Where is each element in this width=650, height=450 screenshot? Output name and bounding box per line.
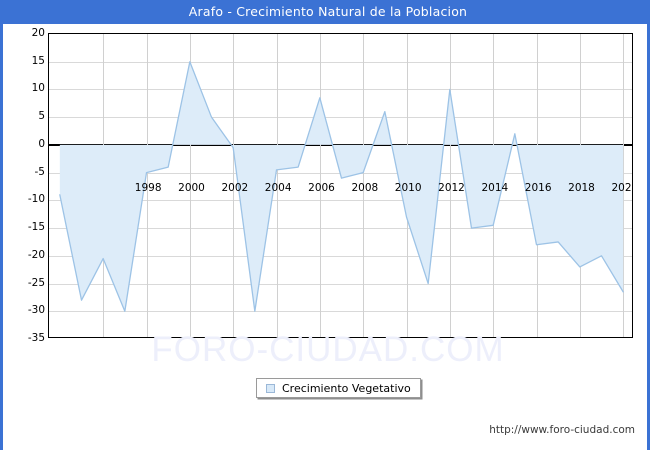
gridline-vertical	[146, 34, 148, 337]
y-axis-tick-label: -10	[27, 193, 45, 206]
gridline-horizontal	[49, 61, 632, 63]
y-axis-tick-label: -30	[27, 304, 45, 317]
source-url: http://www.foro-ciudad.com	[489, 424, 635, 436]
gridline-horizontal	[49, 117, 632, 119]
y-axis-tick-label: -5	[34, 165, 45, 178]
series-crecimiento-vegetativo	[59, 61, 624, 312]
gridline-vertical	[233, 34, 235, 337]
gridline-vertical	[449, 34, 451, 337]
y-axis-labels: 20 15 10 5 0 -5 -10 -15 -20 -25 -30 -35	[3, 28, 45, 344]
y-axis-tick-label: -35	[27, 332, 45, 344]
y-axis-tick-label: -20	[27, 248, 45, 261]
gridline-vertical	[189, 34, 191, 337]
page-title: Arafo - Crecimiento Natural de la Poblac…	[3, 0, 650, 24]
gridline-horizontal	[49, 283, 632, 285]
y-axis-tick-label: 20	[31, 27, 45, 39]
gridline-horizontal	[49, 200, 632, 202]
area-fill	[59, 61, 624, 312]
plot-area: 1998 2000 2002 2004 2006 2008 2010 2012 2014 2016…	[48, 33, 633, 338]
gridline-vertical	[623, 34, 625, 337]
gridline-horizontal	[49, 311, 632, 313]
gridline-horizontal	[49, 255, 632, 257]
zero-axis-line	[49, 144, 632, 146]
y-axis-tick-label: 10	[31, 82, 45, 95]
gridline-vertical	[319, 34, 321, 337]
gridline-vertical	[276, 34, 278, 337]
gridline-horizontal	[49, 228, 632, 230]
y-axis-tick-label: -15	[27, 221, 45, 234]
legend-label: Crecimiento Vegetativo	[282, 381, 411, 395]
area-line	[59, 61, 624, 312]
y-axis-tick-label: -25	[27, 276, 45, 289]
gridline-horizontal	[49, 89, 632, 91]
y-axis-tick-label: 5	[38, 110, 45, 123]
chart-legend: Crecimiento Vegetativo	[256, 378, 421, 398]
y-axis-tick-label: 0	[38, 137, 45, 150]
legend-swatch-icon	[266, 383, 275, 393]
gridline-vertical	[363, 34, 365, 337]
watermark: FORO-CIUDAD.COM	[151, 330, 505, 369]
y-axis-tick-label: 15	[31, 54, 45, 67]
